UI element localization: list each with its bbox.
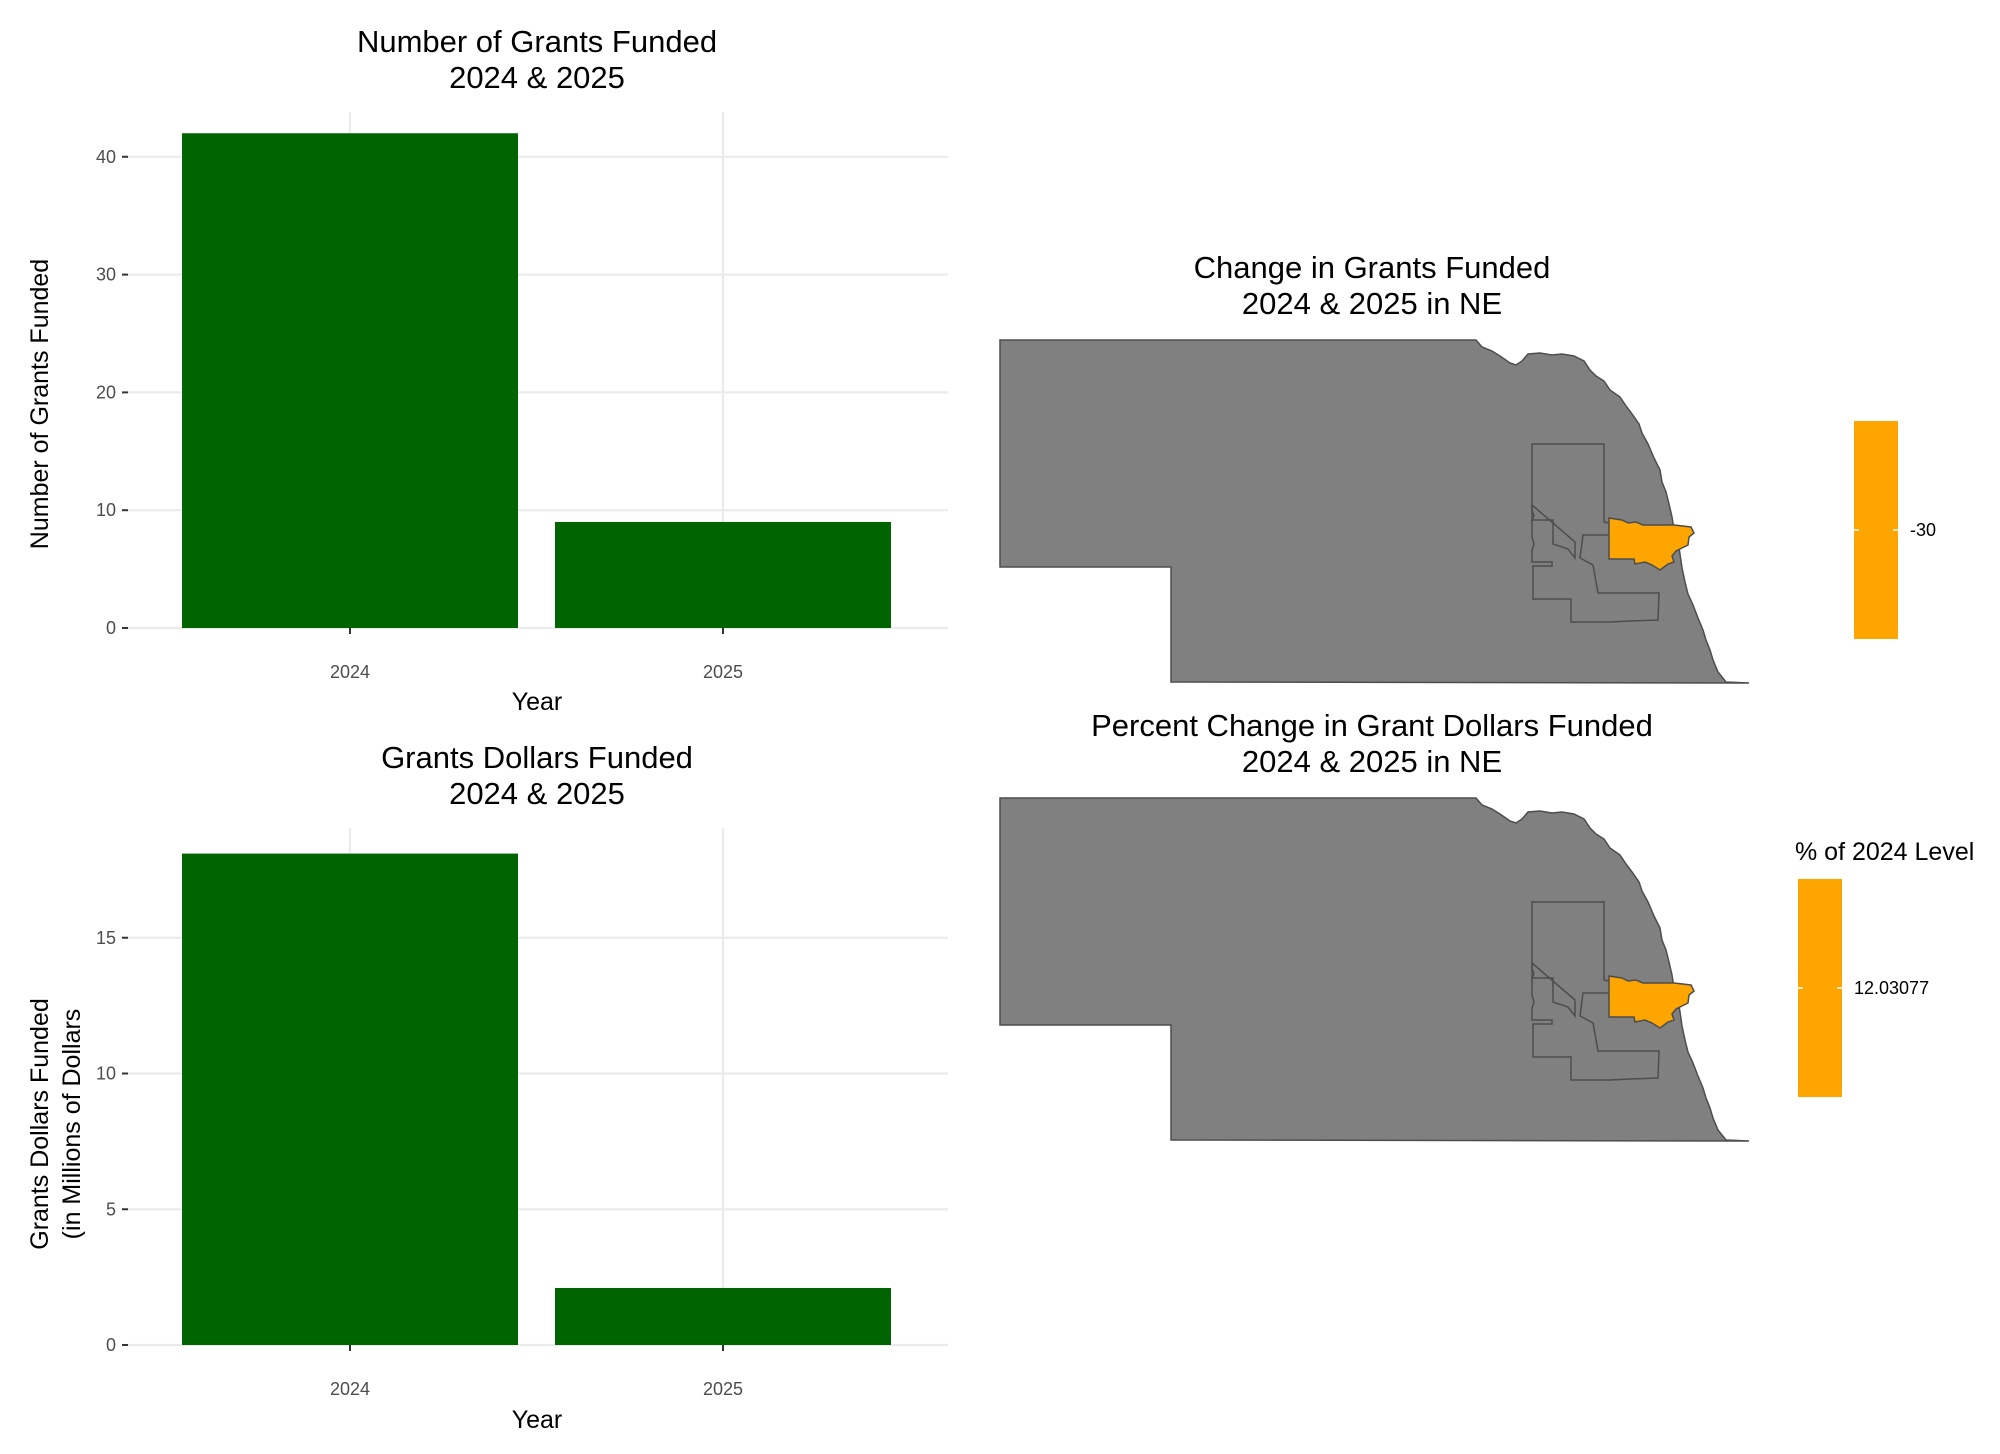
map-legend: % of 2024 Level 12.03077: [1795, 838, 1974, 1097]
x-axis-ticks: 2024 2025: [330, 1345, 743, 1399]
y-tick-label: 40: [96, 147, 116, 167]
nebraska-map: [999, 797, 1750, 1142]
x-tick-label: 2025: [703, 1379, 743, 1399]
highlighted-county-region: [1608, 975, 1695, 1029]
y-tick-label: 5: [106, 1199, 116, 1219]
y-tick-label: 10: [96, 1064, 116, 1084]
legend-title: % of 2024 Level: [1795, 838, 1974, 866]
x-tick-label: 2024: [330, 662, 370, 682]
chart-title-line-2: 2024 & 2025 in NE: [1242, 744, 1502, 779]
x-tick-label: 2024: [330, 1379, 370, 1399]
y-axis-label-line-1: Grants Dollars Funded: [26, 998, 54, 1250]
legend-value-label: -30: [1910, 520, 1936, 540]
bar-chart-grants-dollars: Grants Dollars Funded 2024 & 2025 0 5 10 15…: [26, 740, 948, 1434]
county-boundary: [1531, 503, 1576, 561]
bar-2025: [555, 521, 891, 628]
x-axis-label: Year: [512, 1406, 563, 1434]
y-axis-ticks: 0 10 20 30 40: [96, 147, 128, 638]
y-tick-label: 15: [96, 928, 116, 948]
y-tick-label: 10: [96, 500, 116, 520]
y-axis-ticks: 0 5 10 15: [96, 928, 128, 1355]
bar-2024: [182, 853, 518, 1345]
legend-color-bar: [1798, 879, 1842, 1097]
county-boundary: [1531, 901, 1660, 1081]
chart-title-line-1: Number of Grants Funded: [357, 24, 717, 59]
bars: [182, 133, 891, 629]
chart-title-line-1: Change in Grants Funded: [1194, 250, 1551, 285]
y-tick-label: 30: [96, 265, 116, 285]
chart-title-line-1: Grants Dollars Funded: [381, 740, 693, 775]
y-axis-label: Number of Grants Funded: [26, 259, 54, 549]
county-boundary: [1531, 961, 1576, 1019]
map-legend: -30: [1854, 421, 1936, 639]
y-tick-label: 0: [106, 618, 116, 638]
chart-title-line-1: Percent Change in Grant Dollars Funded: [1091, 708, 1653, 743]
chart-title-line-2: 2024 & 2025 in NE: [1242, 286, 1502, 321]
x-tick-label: 2025: [703, 662, 743, 682]
legend-color-bar: [1854, 421, 1898, 639]
map-percent-change-grant-dollars: Percent Change in Grant Dollars Funded 2…: [999, 708, 1974, 1142]
y-axis-label-line-2: (in Millions of Dollars: [58, 1009, 86, 1240]
highlighted-county-region: [1608, 517, 1695, 571]
x-axis-ticks: 2024 2025: [330, 628, 743, 682]
y-tick-label: 0: [106, 1335, 116, 1355]
map-change-grants-funded: Change in Grants Funded 2024 & 2025 in N…: [999, 250, 1936, 684]
legend-value-label: 12.03077: [1854, 978, 1929, 998]
county-boundary: [1531, 443, 1660, 623]
bar-2025: [555, 1287, 891, 1345]
bar-chart-grants-count: Number of Grants Funded 2024 & 2025 0 10 2…: [26, 24, 948, 716]
bar-2024: [182, 133, 518, 629]
y-tick-label: 20: [96, 382, 116, 402]
bars: [182, 853, 891, 1345]
chart-title-line-2: 2024 & 2025: [449, 776, 625, 811]
chart-title-line-2: 2024 & 2025: [449, 60, 625, 95]
x-axis-label: Year: [512, 688, 563, 716]
nebraska-map: [999, 339, 1750, 684]
